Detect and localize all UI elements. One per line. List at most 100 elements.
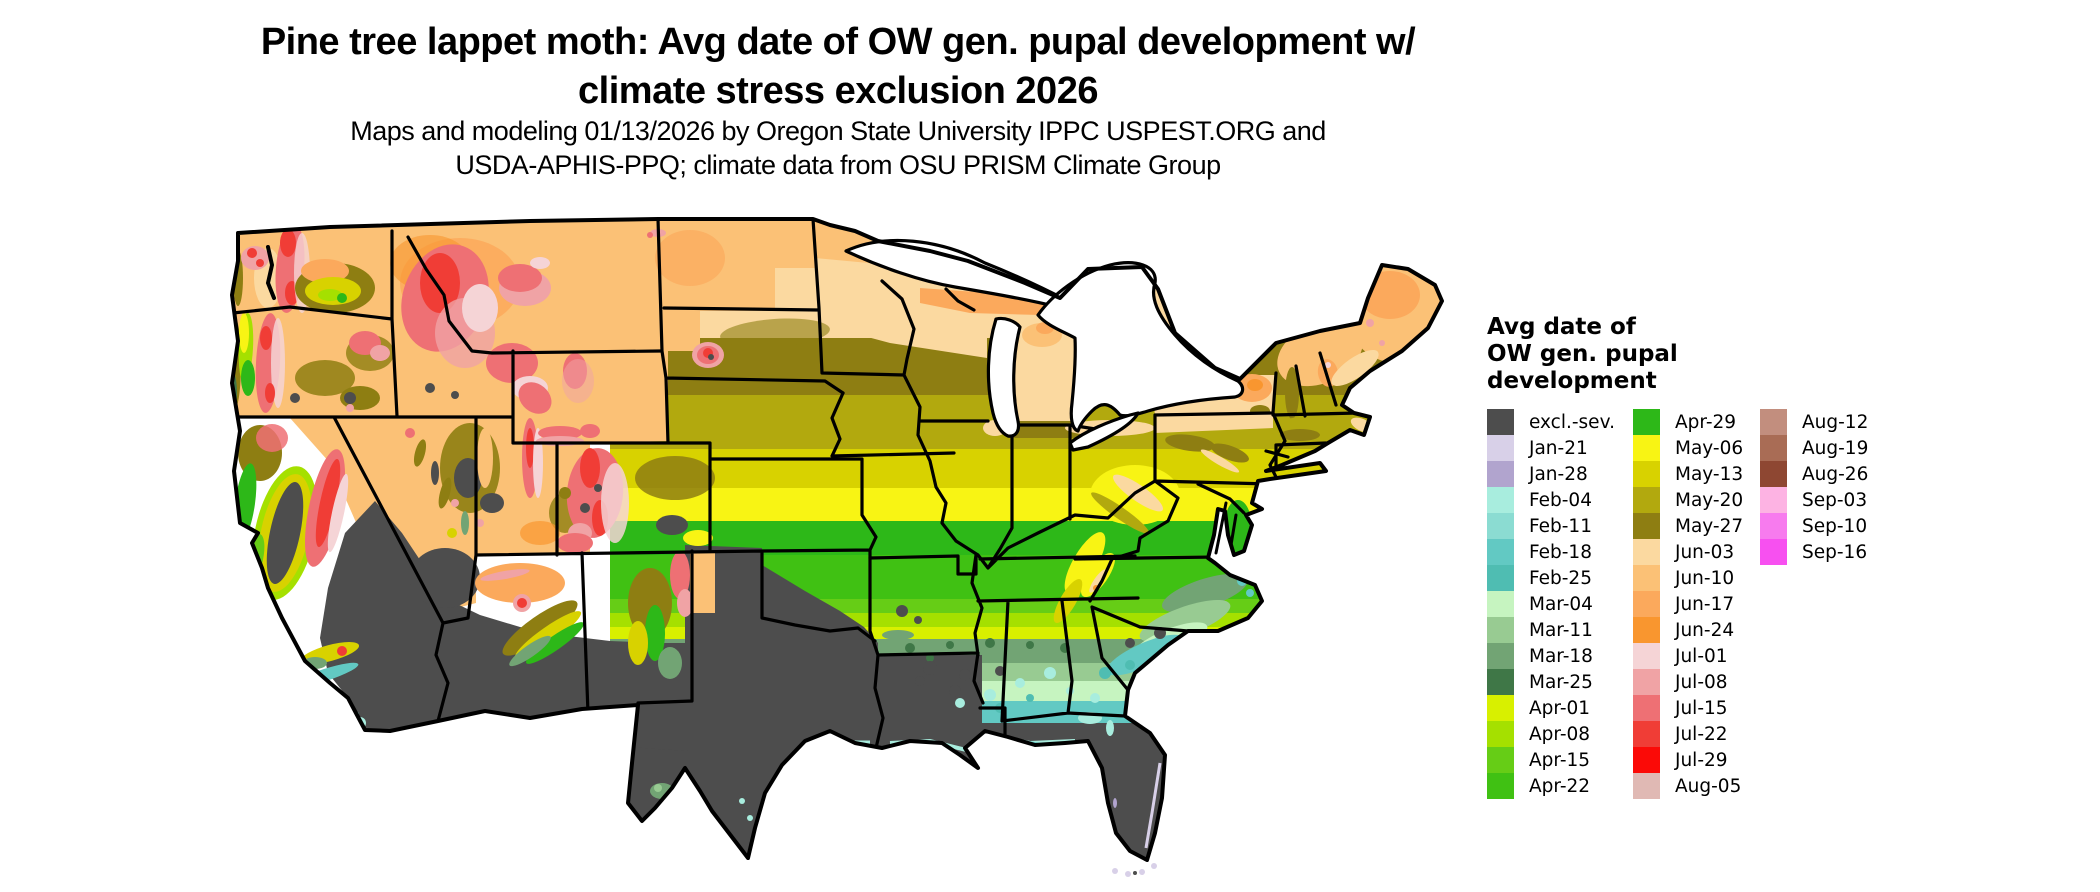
legend-swatch: [1487, 747, 1514, 774]
legend-swatch: [1633, 617, 1660, 644]
legend-label: Mar-18: [1529, 645, 1593, 667]
legend-label: May-06: [1675, 437, 1744, 459]
legend-label: excl.-sev.: [1529, 411, 1615, 433]
legend-swatch: [1487, 461, 1514, 488]
legend-row: Jan-21: [1487, 435, 1615, 462]
legend-row: Jun-17: [1633, 591, 1743, 618]
legend-label: Jul-29: [1675, 749, 1728, 771]
legend-swatch: [1633, 409, 1660, 436]
legend-label: Mar-04: [1529, 593, 1593, 615]
legend-row: Sep-16: [1760, 539, 1868, 566]
map-title-line1: Pine tree lappet moth: Avg date of OW ge…: [260, 21, 1416, 63]
legend-row: May-06: [1633, 435, 1744, 462]
legend-label: Feb-11: [1529, 515, 1592, 537]
lake-huron-ontario: [1036, 261, 1245, 433]
legend-swatch: [1633, 565, 1660, 592]
legend-label: Aug-19: [1802, 437, 1869, 459]
legend-row: Jul-22: [1633, 721, 1743, 748]
legend-row: Jul-01: [1633, 643, 1743, 670]
legend-row: Apr-29: [1633, 409, 1743, 436]
legend-label: Aug-26: [1802, 463, 1869, 485]
legend-swatch: [1633, 721, 1660, 748]
florida-keys: [1112, 863, 1157, 877]
legend-column-3: Aug-12 Aug-19 Aug-26 Sep-03 Sep-10 Sep-16: [1760, 409, 1869, 566]
legend-row: Jun-10: [1633, 565, 1743, 592]
legend-swatch: [1487, 591, 1514, 618]
legend-row: Aug-26: [1760, 461, 1869, 488]
legend-label: Feb-04: [1529, 489, 1592, 511]
legend-row: Feb-25: [1487, 565, 1615, 592]
legend-row: Feb-04: [1487, 487, 1615, 514]
legend-label: Jun-24: [1675, 619, 1735, 641]
legend-row: Jun-03: [1633, 539, 1743, 566]
legend-row: Mar-18: [1487, 643, 1615, 670]
legend-label: May-20: [1675, 489, 1744, 511]
legend-row: Jan-28: [1487, 461, 1615, 488]
legend-row: Aug-05: [1633, 773, 1743, 800]
legend-row: May-13: [1633, 461, 1744, 488]
legend-label: Feb-18: [1529, 541, 1592, 563]
great-lakes: [844, 238, 1245, 452]
lake-michigan: [986, 316, 1022, 438]
legend-swatch: [1633, 669, 1660, 696]
map-southeast-patches: [650, 573, 1254, 821]
legend-swatch: [1487, 487, 1514, 514]
legend-swatch: [1633, 513, 1660, 540]
legend-swatch: [1487, 695, 1514, 722]
legend-label: Mar-25: [1529, 671, 1593, 693]
legend-swatch: [1487, 565, 1514, 592]
legend-swatch: [1633, 591, 1660, 618]
legend-label: Mar-11: [1529, 619, 1593, 641]
legend-swatch: [1487, 643, 1514, 670]
legend-label: Jul-08: [1675, 671, 1728, 693]
legend-swatch: [1760, 435, 1787, 462]
legend-row: Jul-08: [1633, 669, 1743, 696]
legend-label: Sep-10: [1802, 515, 1868, 537]
legend-row: Feb-18: [1487, 539, 1615, 566]
legend-label: Apr-15: [1529, 749, 1591, 771]
legend-row: Jul-29: [1633, 747, 1743, 774]
legend-label: Jun-10: [1675, 567, 1735, 589]
map-southwest-mountain-patches: [405, 418, 715, 679]
legend-label: May-13: [1675, 463, 1744, 485]
legend: Avg date of OW gen. pupal development ex…: [1487, 314, 1907, 800]
legend-row: Sep-03: [1760, 487, 1868, 514]
legend-title-line1: Avg date of: [1487, 314, 1636, 340]
map-subtitle: Maps and modeling 01/13/2026 by Oregon S…: [0, 115, 1676, 183]
legend-row: Mar-11: [1487, 617, 1615, 644]
legend-swatch: [1633, 539, 1660, 566]
legend-label: Jan-21: [1529, 437, 1588, 459]
legend-label: May-27: [1675, 515, 1744, 537]
legend-swatch: [1487, 539, 1514, 566]
legend-swatch: [1760, 539, 1787, 566]
legend-label: Aug-05: [1675, 775, 1742, 797]
puget-sound: [265, 245, 276, 300]
legend-row: Sep-10: [1760, 513, 1868, 540]
legend-label: Apr-29: [1675, 411, 1737, 433]
legend-label: Apr-08: [1529, 723, 1591, 745]
legend-swatch: [1487, 409, 1514, 436]
legend-row: excl.-sev.: [1487, 409, 1615, 436]
legend-label: Apr-01: [1529, 697, 1591, 719]
legend-swatch: [1633, 461, 1660, 488]
legend-row: Mar-04: [1487, 591, 1615, 618]
legend-swatch: [1760, 409, 1787, 436]
legend-swatch: [1633, 773, 1660, 800]
legend-title-line3: development: [1487, 368, 1657, 395]
legend-label: Apr-22: [1529, 775, 1591, 797]
legend-label: Sep-16: [1802, 541, 1868, 563]
legend-label: Jul-22: [1675, 723, 1728, 745]
legend-row: Mar-25: [1487, 669, 1615, 696]
legend-row: Jun-24: [1633, 617, 1743, 644]
legend-swatch: [1760, 461, 1787, 488]
legend-row: Jul-15: [1633, 695, 1743, 722]
legend-swatch: [1487, 513, 1514, 540]
legend-title-line2: OW gen. pupal: [1487, 341, 1678, 368]
legend-label: Aug-12: [1802, 411, 1869, 433]
legend-row: May-27: [1633, 513, 1744, 540]
map-subtitle-line2: USDA-APHIS-PPQ; climate data from OSU PR…: [455, 149, 1221, 180]
legend-swatch: [1633, 487, 1660, 514]
legend-label: Jan-28: [1529, 463, 1588, 485]
legend-swatch: [1487, 773, 1514, 800]
lake-erie: [1068, 411, 1140, 452]
